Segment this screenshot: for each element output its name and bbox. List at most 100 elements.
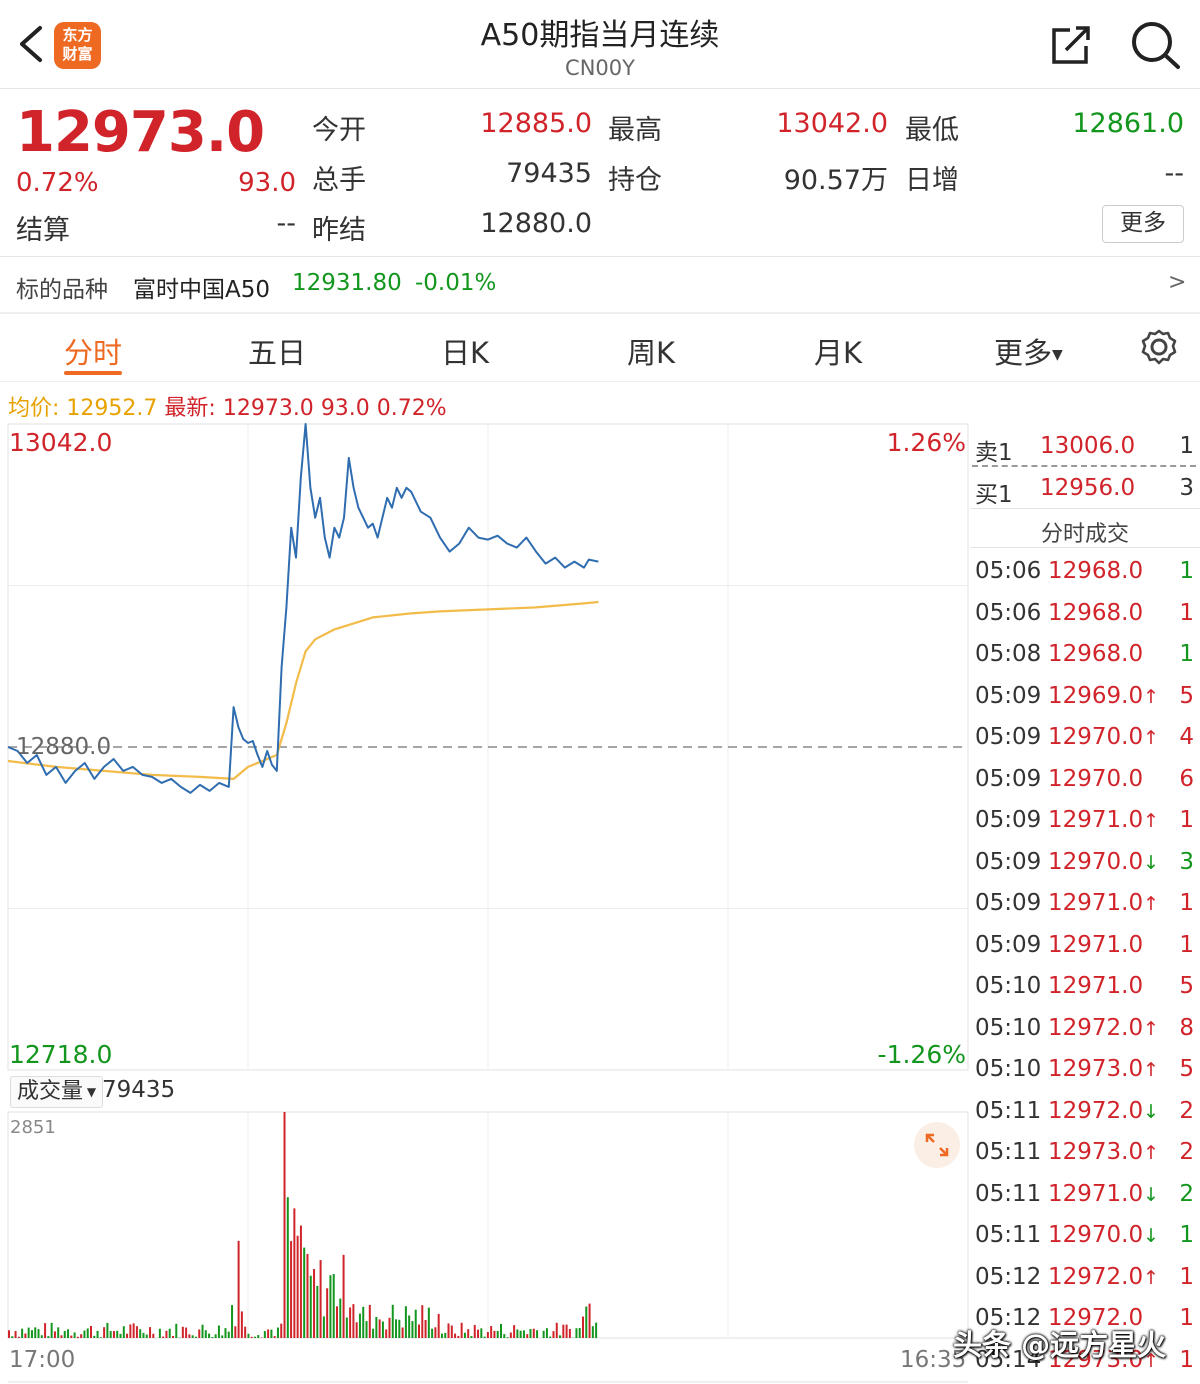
tick-quantity: 1 xyxy=(1179,931,1194,958)
volume-bar xyxy=(299,1225,302,1338)
volume-total: 79435 xyxy=(102,1077,176,1103)
volume-max-label: 2851 xyxy=(10,1117,56,1138)
open-value: 12885.0 xyxy=(480,108,592,139)
tick-time: 05:06 xyxy=(975,558,1042,584)
chevron-right-icon[interactable]: > xyxy=(1168,270,1187,295)
volume-bar xyxy=(559,1335,562,1338)
tick-price: 12968.0 xyxy=(1048,641,1144,667)
volume-bar xyxy=(129,1324,132,1338)
volume-bar xyxy=(201,1324,204,1338)
tick-time: 05:09 xyxy=(975,848,1042,875)
bid-price: 12956.0 xyxy=(1040,475,1136,501)
prev-settle-value: 12880.0 xyxy=(480,208,592,239)
volume-bar xyxy=(483,1336,486,1338)
divider xyxy=(0,381,1200,382)
volume-bar xyxy=(273,1336,276,1338)
low-value: 12861.0 xyxy=(1072,108,1184,139)
volume-bar xyxy=(214,1334,217,1338)
app-logo: 东方 财富 xyxy=(54,22,101,69)
more-quote-button[interactable]: 更多 xyxy=(1102,205,1184,243)
volume-bar xyxy=(565,1324,568,1338)
volume-bar xyxy=(283,1112,286,1338)
volume-bar xyxy=(267,1329,270,1338)
volume-bar xyxy=(395,1319,398,1338)
volume-bar xyxy=(217,1325,220,1338)
volume-bar xyxy=(358,1313,361,1338)
tick-time: 05:11 xyxy=(975,1222,1042,1248)
tab-daily-k[interactable]: 日K xyxy=(441,336,490,370)
volume-bar xyxy=(57,1327,60,1338)
tab-monthly-k[interactable]: 月K xyxy=(814,336,863,370)
volume-bar xyxy=(585,1306,588,1338)
tick-price: 12970.0↓ xyxy=(1048,848,1160,875)
volume-bar xyxy=(14,1330,17,1338)
share-icon[interactable] xyxy=(1048,24,1094,68)
tick-time: 05:10 xyxy=(975,1014,1042,1041)
volume-bar xyxy=(303,1247,306,1338)
volume-bar xyxy=(96,1330,99,1338)
volume-bar xyxy=(83,1330,86,1338)
volume-bar xyxy=(352,1304,355,1338)
volume-bar xyxy=(276,1327,279,1338)
tick-time: 05:06 xyxy=(975,599,1042,626)
volume-bar xyxy=(224,1328,227,1338)
page-title: A50期指当月连续 xyxy=(480,18,720,53)
volume-bar xyxy=(549,1336,552,1338)
volume-indicator-select[interactable]: 成交量 ▼ xyxy=(10,1076,104,1108)
volume-bar xyxy=(490,1326,493,1338)
tab-five-day[interactable]: 五日 xyxy=(248,336,307,370)
volume-bar xyxy=(568,1328,571,1338)
search-icon[interactable] xyxy=(1128,20,1184,70)
volume-bar xyxy=(503,1334,506,1338)
last-price: 12973.0 xyxy=(16,100,265,165)
tab-more[interactable]: 更多▼ xyxy=(994,336,1063,370)
time-axis-start: 17:00 xyxy=(9,1347,76,1373)
volume-bar xyxy=(142,1332,145,1338)
low-label: 最低 xyxy=(905,115,959,146)
tick-time: 05:09 xyxy=(975,765,1042,792)
volume-bar xyxy=(411,1321,414,1338)
volume-bar xyxy=(516,1329,519,1338)
volume-bar xyxy=(578,1328,581,1338)
latest-value: 12973.0 xyxy=(222,396,314,421)
back-icon[interactable] xyxy=(12,22,52,66)
volume-bar xyxy=(122,1326,125,1338)
bid-label: 买1 xyxy=(975,482,1013,508)
volume-bar xyxy=(27,1327,30,1338)
avg-value: 12952.7 xyxy=(66,396,158,421)
volume-bar xyxy=(493,1330,496,1338)
volume-bar xyxy=(221,1335,224,1338)
tick-quantity: 2 xyxy=(1179,1139,1194,1165)
tick-price: 12969.0↑ xyxy=(1048,682,1160,709)
tick-quantity: 4 xyxy=(1179,724,1194,750)
ask-label: 卖1 xyxy=(975,440,1013,466)
pct-axis-min-label: -1.26% xyxy=(877,1040,966,1069)
volume-bar xyxy=(378,1319,381,1338)
volume-bar xyxy=(247,1333,250,1338)
tab-intraday[interactable]: 分时 xyxy=(64,336,123,370)
underlying-label: 标的品种 xyxy=(16,277,108,303)
tick-price: 12968.0 xyxy=(1048,558,1144,584)
tick-price: 12973.0↑ xyxy=(1048,1346,1160,1373)
volume-bar xyxy=(513,1325,516,1338)
volume-bar xyxy=(532,1328,535,1338)
tick-price: 12971.0↓ xyxy=(1048,1180,1160,1207)
change-amount: 93.0 xyxy=(238,168,296,198)
tick-price: 12971.0 xyxy=(1048,931,1144,958)
volume-bar xyxy=(421,1305,424,1338)
volume-bar xyxy=(440,1333,443,1338)
tick-quantity: 3 xyxy=(1179,848,1194,875)
time-axis-end: 16:35 xyxy=(900,1347,967,1373)
expand-chart-button[interactable] xyxy=(914,1122,960,1168)
settings-gear-icon[interactable] xyxy=(1140,328,1178,366)
volume-bar xyxy=(519,1330,522,1338)
tab-weekly-k[interactable]: 周K xyxy=(627,336,676,370)
volume-bar xyxy=(80,1334,83,1338)
volume-bar xyxy=(152,1333,155,1338)
volume-label: 总手 xyxy=(312,165,366,196)
tick-quantity: 5 xyxy=(1179,682,1194,709)
intraday-chart[interactable] xyxy=(0,422,970,1384)
volume-bar xyxy=(454,1333,457,1338)
volume-bar xyxy=(172,1336,174,1338)
volume-bar xyxy=(139,1329,142,1338)
